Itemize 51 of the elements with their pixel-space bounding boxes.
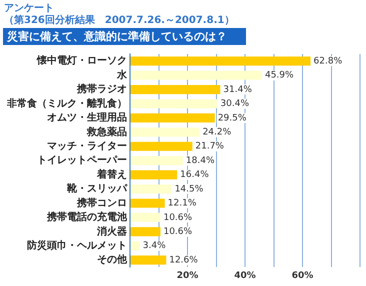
bar: [130, 142, 192, 151]
bar: [130, 212, 160, 222]
data-label: 10.6%: [163, 227, 193, 238]
data-label: 21.7%: [195, 142, 224, 152]
data-label: 12.1%: [168, 198, 197, 209]
x-tick-label: 20%: [176, 270, 198, 281]
chart-title: 災害に備えて、意識的に準備しているのは？: [3, 28, 246, 45]
data-label: 16.4%: [180, 170, 210, 180]
bar: [130, 256, 166, 265]
y-tick-label: 水: [116, 68, 128, 81]
bar: [130, 227, 160, 236]
bar: [130, 113, 215, 123]
y-tick-label: トイレットペーパー: [37, 155, 127, 166]
bar: [130, 156, 183, 166]
y-tick-label: 携帯ラジオ: [76, 83, 127, 96]
y-tick-label: オムツ・生理用品: [47, 112, 127, 124]
y-tick-label: マッチ・ライター: [47, 140, 127, 152]
bar: [130, 198, 165, 208]
bar: [130, 170, 178, 180]
y-tick-label: 着替え: [96, 168, 127, 180]
bar: [130, 84, 220, 94]
y-tick-label: 防災頭巾・ヘルメット: [27, 239, 127, 252]
x-tick-label: 60%: [292, 270, 314, 281]
bar: [130, 128, 200, 137]
data-label: 30.4%: [220, 99, 250, 110]
text: （第326回分析結果 2007.7.26.～2007.8.1）: [4, 14, 234, 27]
data-label: 62.8%: [314, 56, 343, 66]
y-tick-label: 携帯コンロ: [76, 196, 127, 209]
bar: [130, 70, 262, 80]
bar: [130, 56, 311, 66]
data-label: 14.5%: [174, 184, 204, 194]
data-label: 24.2%: [202, 128, 232, 138]
bar: [130, 184, 172, 194]
y-tick-label: 非常食（ミルク・離乳食）: [6, 97, 127, 110]
y-tick-label: 消火器: [96, 225, 127, 238]
y-tick-label: 救急薬品: [86, 126, 127, 138]
data-label: 3.4%: [142, 241, 166, 252]
y-tick-label: 携帯電話の充電池: [46, 211, 128, 224]
data-label: 12.6%: [169, 255, 198, 266]
y-tick-label: 靴・スリッパ: [66, 182, 128, 195]
data-label: 31.4%: [223, 84, 252, 95]
x-tick-label: 40%: [234, 270, 256, 281]
data-label: 18.4%: [186, 156, 215, 166]
bar: [130, 99, 218, 108]
bar: [130, 241, 140, 250]
data-label: 45.9%: [264, 70, 294, 81]
text: アンケート: [4, 2, 54, 14]
y-tick-label: 懐中電灯・ローソク: [36, 54, 127, 67]
y-tick-label: その他: [97, 254, 128, 266]
data-label: 10.6%: [163, 212, 193, 223]
data-label: 29.5%: [218, 113, 247, 124]
